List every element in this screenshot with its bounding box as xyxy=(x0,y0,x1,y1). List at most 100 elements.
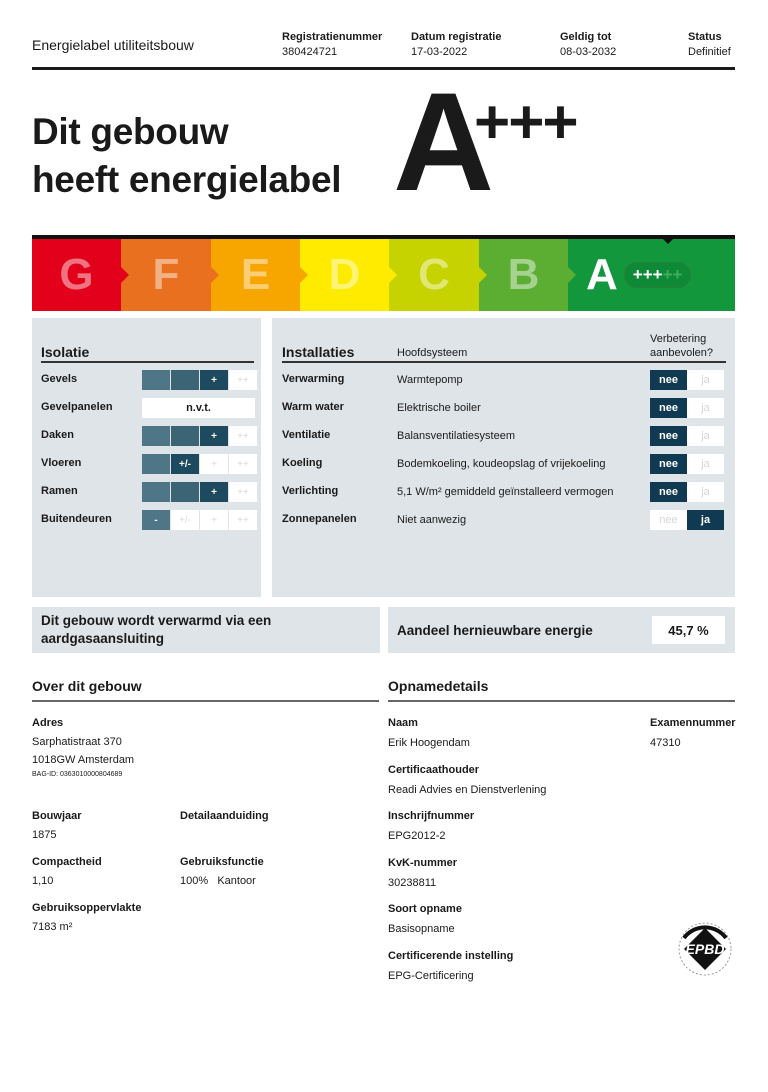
inactive-plus: ++ xyxy=(662,265,683,284)
ja-option: ja xyxy=(687,426,724,446)
class-letter: E xyxy=(240,250,271,299)
opname-naam: Naam Erik Hoogendam xyxy=(388,717,470,749)
verbetering-toggle: nee ja xyxy=(650,370,724,390)
class-letter: G xyxy=(59,250,94,299)
oppervlakte-value: 7183 m² xyxy=(32,921,73,933)
hoofdsysteem-header: Hoofdsysteem xyxy=(397,347,468,359)
rating-cell: ++ xyxy=(229,482,257,502)
installatie-label: Verlichting xyxy=(282,485,339,497)
verbetering-toggle: nee ja xyxy=(650,426,724,446)
rating-cell xyxy=(171,426,199,446)
opname-soort: Soort opname Basisopname xyxy=(388,903,462,935)
header-divider xyxy=(32,67,735,70)
isolatie-label: Ramen xyxy=(41,485,78,497)
bouwjaar-value: 1875 xyxy=(32,829,57,841)
epbd-logo: EPBD xyxy=(678,922,732,976)
energy-class-a: A +++++ xyxy=(568,239,735,311)
rating-cell: ++ xyxy=(229,510,257,530)
oppervlakte-label: Gebruiksoppervlakte xyxy=(32,902,142,914)
ja-option: ja xyxy=(687,370,724,390)
installatie-label: Zonnepanelen xyxy=(282,513,357,525)
energy-class-c: C xyxy=(389,239,487,311)
nee-option: nee xyxy=(650,510,687,530)
class-letter: F xyxy=(152,250,180,299)
nee-option: nee xyxy=(650,398,687,418)
installatie-system: Bodemkoeling, koudeopslag of vrijekoelin… xyxy=(397,458,606,470)
hero-label-plus: +++ xyxy=(474,88,579,157)
isolatie-rating: + ++ xyxy=(142,482,258,502)
isolatie-rating: + ++ xyxy=(142,426,258,446)
isolatie-label: Vloeren xyxy=(41,457,82,469)
document-title: Energielabel utiliteitsbouw xyxy=(32,37,194,53)
installaties-title: Installaties xyxy=(282,344,355,360)
rating-cell: ++ xyxy=(229,426,257,446)
class-letter: B xyxy=(507,250,540,299)
rating-cell: + xyxy=(200,426,228,446)
bag-id: BAG-ID: 0363010000804689 xyxy=(32,771,123,778)
hero-label: A xyxy=(393,63,495,220)
energy-scale: G F E D C B A +++++ xyxy=(32,235,735,311)
installatie-label: Verwarming xyxy=(282,373,345,385)
isolatie-label: Daken xyxy=(41,429,75,441)
renewable-label: Aandeel hernieuwbare energie xyxy=(397,623,593,638)
rating-cell: +/- xyxy=(171,510,199,530)
opname-cert: Certificaathouder Readi Advies en Dienstv… xyxy=(388,763,547,796)
rating-cell xyxy=(171,370,199,390)
header-datum: Datum registratie 17-03-2022 xyxy=(411,31,502,58)
ja-option: ja xyxy=(687,398,724,418)
isolatie-na: n.v.t. xyxy=(142,398,255,418)
installatie-system: Warmtepomp xyxy=(397,374,463,386)
renewable-panel: Aandeel hernieuwbare energie 45,7 % xyxy=(388,607,735,653)
examennummer: Examennummer 47310 xyxy=(650,717,736,749)
isolatie-label: Gevels xyxy=(41,373,78,385)
nee-option: nee xyxy=(650,426,687,446)
installatie-label: Ventilatie xyxy=(282,429,331,441)
installatie-label: Warm water xyxy=(282,401,344,413)
installatie-system: Balansventilatiesysteem xyxy=(397,430,516,442)
rating-cell xyxy=(142,426,170,446)
opname-insch: Inschrijfnummer EPG2012-2 xyxy=(388,810,475,842)
gebruiksfunctie-value: 100% Kantoor xyxy=(180,875,256,887)
rating-cell xyxy=(142,370,170,390)
adres-street: Sarphatistraat 370 xyxy=(32,736,122,748)
rating-cell: + xyxy=(200,454,228,474)
installatie-system: 5,1 W/m² gemiddeld geïnstalleerd vermoge… xyxy=(397,486,614,498)
rating-cell: ++ xyxy=(229,370,257,390)
header-geldig: Geldig tot 08-03-2032 xyxy=(560,31,617,58)
verbetering-header: Verbetering aanbevolen? xyxy=(650,333,714,359)
divider xyxy=(388,700,735,702)
detailaanduiding-label: Detailaanduiding xyxy=(180,810,269,822)
verbetering-toggle: nee ja xyxy=(650,398,724,418)
class-letter: A xyxy=(586,250,618,299)
verbetering-toggle: nee ja xyxy=(650,482,724,502)
compactheid-value: 1,10 xyxy=(32,875,54,887)
ja-option: ja xyxy=(687,510,724,530)
rating-cell xyxy=(171,482,199,502)
energy-class-e: E xyxy=(211,239,308,311)
adres-label: Adres xyxy=(32,717,64,729)
class-letter: D xyxy=(328,250,361,299)
active-plus: +++ xyxy=(632,265,663,284)
isolatie-rating: + ++ xyxy=(142,370,258,390)
energy-class-g: G xyxy=(32,239,129,311)
opname-inst: Certificerende instelling EPG-Certificeri… xyxy=(388,949,514,982)
divider xyxy=(41,361,254,363)
rating-cell: - xyxy=(142,510,170,530)
building-title: Over dit gebouw xyxy=(32,678,142,694)
ja-option: ja xyxy=(687,482,724,502)
svg-text:EPBD: EPBD xyxy=(686,941,725,957)
isolatie-rating: - +/- + ++ xyxy=(142,510,258,530)
energy-class-f: F xyxy=(121,239,219,311)
isolatie-label: Gevelpanelen xyxy=(41,401,113,413)
verbetering-toggle: nee ja xyxy=(650,510,724,530)
rating-cell xyxy=(142,454,170,474)
nee-option: nee xyxy=(650,482,687,502)
opname-kvk: KvK-nummer 30238811 xyxy=(388,856,458,889)
adres-city: 1018GW Amsterdam xyxy=(32,754,135,766)
header-registratienummer: Registratienummer 380424721 xyxy=(282,31,383,58)
installaties-panel: Installaties Hoofdsysteem Verbetering aa… xyxy=(272,318,735,597)
rating-cell: + xyxy=(200,370,228,390)
compactheid-label: Compactheid xyxy=(32,856,102,868)
installatie-system: Elektrische boiler xyxy=(397,402,481,414)
opname-title: Opnamedetails xyxy=(388,678,489,694)
